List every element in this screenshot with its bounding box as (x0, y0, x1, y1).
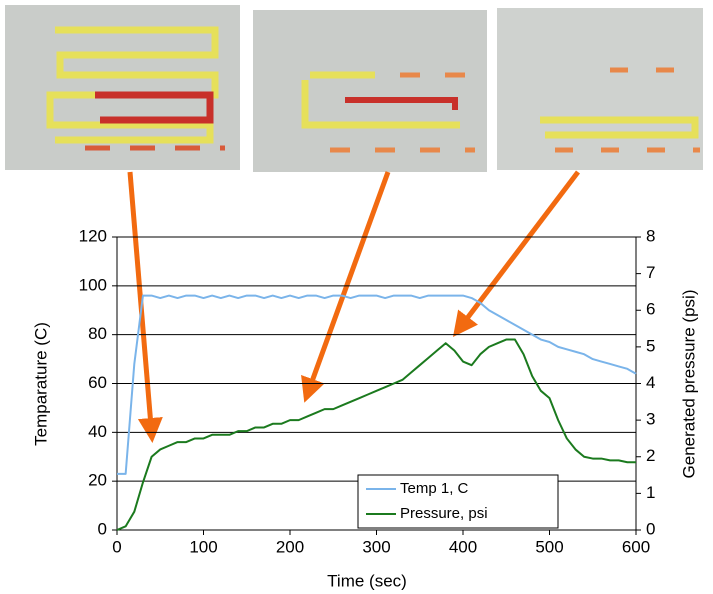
y2-tick-label: 5 (646, 336, 655, 355)
data-line (117, 294, 637, 475)
x-tick-label: 100 (189, 537, 217, 556)
x-tick-label: 300 (362, 537, 390, 556)
y-tick-label: 120 (79, 226, 107, 245)
y-axis-label: Temparature (C) (31, 322, 50, 446)
x-tick-label: 600 (622, 537, 650, 556)
y2-tick-label: 3 (646, 410, 655, 429)
photo (253, 10, 487, 172)
y-tick-label: 0 (98, 519, 107, 538)
photo (5, 5, 240, 170)
legend: Temp 1, C Pressure, psi (357, 474, 559, 529)
y2-tick-label: 8 (646, 226, 655, 245)
arrows (127, 170, 580, 443)
y-tick-label: 100 (79, 275, 107, 294)
y-tick-label: 80 (88, 324, 107, 343)
data-line (116, 338, 636, 531)
y2-tick-label: 4 (646, 373, 655, 392)
x-tick-label: 400 (449, 537, 477, 556)
y2-axis-label: Generated pressure (psi) (679, 290, 698, 479)
y-tick-label: 20 (88, 471, 107, 490)
legend-box (357, 474, 559, 529)
x-tick-label: 500 (535, 537, 563, 556)
y-tick-label: 40 (88, 422, 107, 441)
x-tick-label: 200 (276, 537, 304, 556)
y2-tick-label: 1 (646, 483, 655, 502)
x-tick-label: 0 (112, 537, 121, 556)
y2-tick-label: 0 (646, 519, 655, 538)
y2-tick-label: 7 (646, 263, 655, 282)
y2-tick-label: 6 (646, 300, 655, 319)
y-tick-label: 60 (88, 373, 107, 392)
x-axis-label: Time (sec) (327, 571, 407, 590)
legend-label: Pressure, psi (400, 505, 488, 522)
y2-tick-label: 2 (646, 446, 655, 465)
photo (497, 8, 703, 170)
legend-label: Temp 1, C (400, 480, 469, 497)
